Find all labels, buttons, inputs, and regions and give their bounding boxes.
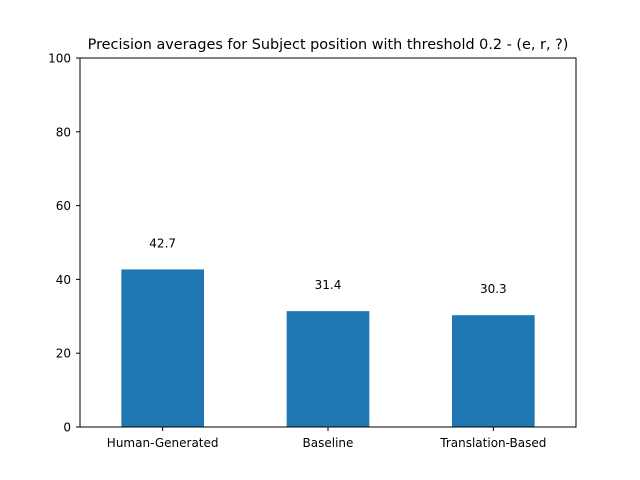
bar-human-generated <box>121 269 204 427</box>
y-tick-label: 80 <box>56 125 71 139</box>
bar-baseline <box>286 311 370 427</box>
y-axis: 0 20 40 60 80 100 <box>48 52 80 435</box>
data-label: 30.3 <box>480 282 507 296</box>
value-labels-group: 42.7 31.4 30.3 <box>149 236 506 296</box>
y-tick-label: 40 <box>56 273 71 287</box>
y-tick-label: 60 <box>56 199 71 213</box>
x-tick-label: Human-Generated <box>107 436 219 450</box>
y-tick-label: 0 <box>63 421 71 435</box>
x-tick-label: Translation-Based <box>439 436 546 450</box>
bars-group <box>121 269 535 427</box>
bar-translation-based <box>452 315 535 427</box>
chart-title: Precision averages for Subject position … <box>88 37 569 53</box>
data-label: 31.4 <box>315 278 342 292</box>
x-axis: Human-Generated Baseline Translation-Based <box>107 427 546 450</box>
y-tick-label: 20 <box>56 347 71 361</box>
y-tick-label: 100 <box>48 52 71 66</box>
data-label: 42.7 <box>149 236 176 250</box>
plot-frame <box>79 57 577 428</box>
x-tick-label: Baseline <box>303 436 354 450</box>
